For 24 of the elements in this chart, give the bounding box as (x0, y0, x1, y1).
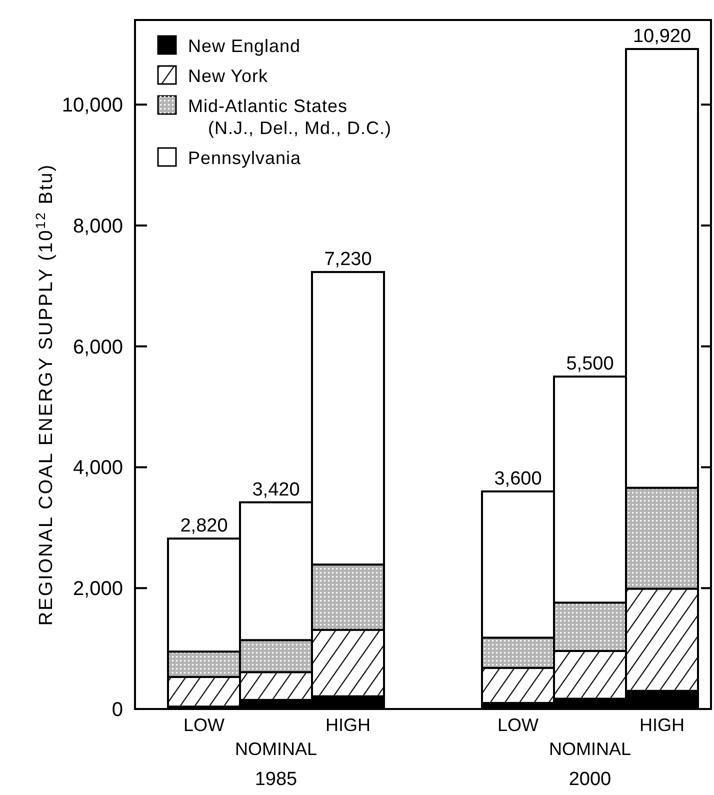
text: 2000 (568, 769, 612, 790)
total-label: 3,600 (494, 468, 542, 490)
legend-label: Mid-Atlantic States (N.J., Del., Md., D.C.) (188, 96, 392, 138)
x-tick-label: HIGH (640, 715, 684, 735)
y-tick-label: 4,000 (72, 457, 123, 480)
legend-label: New England (188, 36, 301, 56)
y-tick-label: 6,000 (72, 336, 123, 358)
total-label: 2,820 (180, 516, 228, 537)
y-tick-label: 0 (112, 699, 123, 721)
total-label: 5,500 (566, 354, 614, 375)
y-tick-label: 2,000 (72, 578, 123, 600)
x-tick-label: HIGH (326, 715, 370, 735)
total-label: 3,420 (252, 479, 300, 500)
legend-label: New York (188, 66, 269, 86)
total-label: 10,920 (632, 26, 692, 48)
x-tick-label: NOMINAL (548, 739, 632, 759)
text: 1985 (254, 769, 298, 790)
legend-label: Pennsylvania (188, 148, 302, 168)
total-label: 7,230 (324, 249, 372, 270)
x-tick-label: LOW (497, 715, 539, 735)
x-tick-label: NOMINAL (234, 739, 318, 759)
x-tick-label: LOW (183, 715, 225, 735)
y-tick-label: 8,000 (72, 215, 123, 238)
y-tick-label: 10,000 (62, 94, 123, 117)
